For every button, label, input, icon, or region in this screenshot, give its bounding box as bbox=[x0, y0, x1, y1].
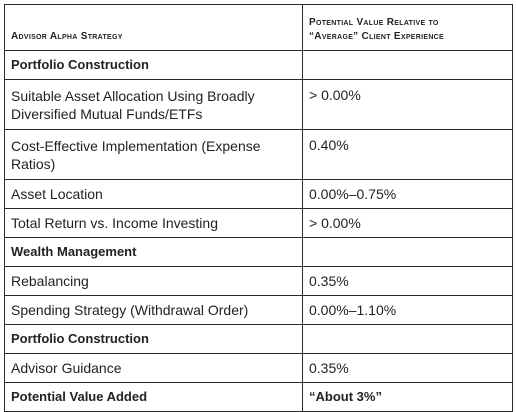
table-row-spending-strategy: Spending Strategy (Withdrawal Order) 0.0… bbox=[4, 295, 513, 325]
section-value bbox=[302, 50, 513, 80]
row-label-line2: Diversified Mutual Funds/ETFs bbox=[11, 105, 203, 122]
total-label: Potential Value Added bbox=[4, 382, 303, 412]
row-label: Rebalancing bbox=[4, 266, 303, 296]
row-value: 0.00%–0.75% bbox=[302, 179, 513, 209]
row-label: Cost-Effective Implementation (Expense R… bbox=[4, 129, 303, 180]
row-value: 0.00%–1.10% bbox=[302, 295, 513, 325]
row-value: > 0.00% bbox=[302, 79, 513, 130]
row-label-line1: Suitable Asset Allocation Using Broadly bbox=[11, 87, 255, 104]
advisor-alpha-table-container: Advisor Alpha Strategy Potential Value R… bbox=[4, 4, 513, 412]
section-row-portfolio-construction: Portfolio Construction bbox=[4, 50, 513, 80]
table-row-rebalancing: Rebalancing 0.35% bbox=[4, 266, 513, 296]
advisor-alpha-table: Advisor Alpha Strategy Potential Value R… bbox=[4, 4, 513, 412]
table-row-asset-location: Asset Location 0.00%–0.75% bbox=[4, 179, 513, 209]
row-value: 0.40% bbox=[302, 129, 513, 180]
row-label-line2: Ratios) bbox=[11, 155, 56, 172]
row-label: Advisor Guidance bbox=[4, 353, 303, 383]
row-value: 0.35% bbox=[302, 353, 513, 383]
section-value bbox=[302, 237, 513, 267]
section-label: Portfolio Construction bbox=[4, 324, 303, 354]
row-label: Spending Strategy (Withdrawal Order) bbox=[4, 295, 303, 325]
section-row-portfolio-construction-2: Portfolio Construction bbox=[4, 324, 513, 354]
table-row-total: Potential Value Added “About 3%” bbox=[4, 382, 513, 412]
row-value: > 0.00% bbox=[302, 208, 513, 238]
section-value bbox=[302, 324, 513, 354]
header-potential-value-line1: Potential Value Relative to bbox=[309, 17, 439, 28]
row-label: Asset Location bbox=[4, 179, 303, 209]
row-label: Total Return vs. Income Investing bbox=[4, 208, 303, 238]
total-value: “About 3%” bbox=[302, 382, 513, 412]
header-potential-value: Potential Value Relative to “Average” Cl… bbox=[302, 4, 513, 51]
section-row-wealth-management: Wealth Management bbox=[4, 237, 513, 267]
table-row-advisor-guidance: Advisor Guidance 0.35% bbox=[4, 353, 513, 383]
row-label-line1: Cost-Effective Implementation (Expense bbox=[11, 137, 261, 154]
table-row-total-return: Total Return vs. Income Investing > 0.00… bbox=[4, 208, 513, 238]
table-row-asset-allocation: Suitable Asset Allocation Using Broadly … bbox=[4, 79, 513, 130]
section-label: Portfolio Construction bbox=[4, 50, 303, 80]
header-strategy: Advisor Alpha Strategy bbox=[4, 4, 303, 51]
row-label: Suitable Asset Allocation Using Broadly … bbox=[4, 79, 303, 130]
section-label: Wealth Management bbox=[4, 237, 303, 267]
header-potential-value-line2: “Average” Client Experience bbox=[309, 31, 445, 42]
row-value: 0.35% bbox=[302, 266, 513, 296]
table-row-cost-effective: Cost-Effective Implementation (Expense R… bbox=[4, 129, 513, 180]
table-header-row: Advisor Alpha Strategy Potential Value R… bbox=[4, 4, 513, 51]
